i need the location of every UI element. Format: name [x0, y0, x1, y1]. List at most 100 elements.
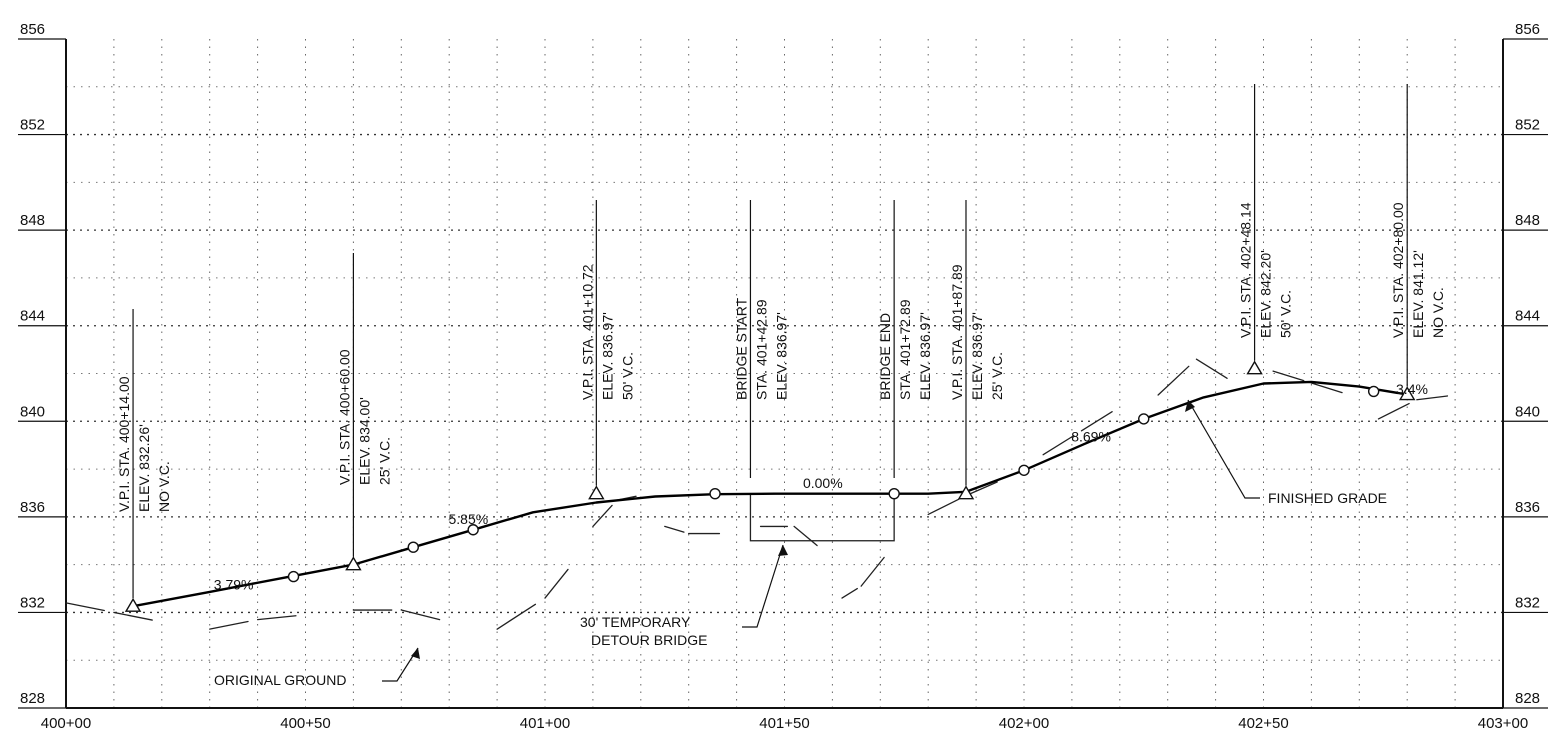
x-tick-label: 401+00 — [520, 715, 570, 732]
original-ground-segment — [860, 556, 885, 587]
vpi-triangle-marker — [124, 597, 142, 612]
finished-grade-arrowhead — [1185, 400, 1195, 412]
original-ground-segment — [592, 504, 613, 528]
vpi-triangle-marker — [957, 485, 975, 500]
curve-point-circle-marker — [1138, 413, 1150, 425]
curve-point-circle-marker — [407, 541, 419, 553]
grade-label: 8.69% — [1071, 429, 1111, 445]
original-ground-segment — [664, 525, 685, 533]
station-label-line: V.P.I. STA. 402+48.14 — [1238, 202, 1254, 338]
station-label-line: V.P.I. STA. 402+80.00 — [1390, 202, 1406, 338]
original-ground-segment — [1377, 402, 1410, 420]
x-tick-label: 403+00 — [1478, 715, 1528, 732]
station-label-line: V.P.I. STA. 401+10.72 — [579, 264, 595, 400]
original-ground-segment — [1042, 434, 1075, 456]
y-tick-label-right: 840 — [1515, 403, 1540, 420]
vpi-triangle-marker — [588, 485, 605, 500]
station-label-line: ELEV. 836.97' — [599, 312, 615, 400]
grade-label: 3.4% — [1396, 381, 1428, 397]
station-label-line: ELEV. 832.26' — [136, 424, 152, 512]
finished-grade-polyline — [132, 380, 1408, 608]
original-ground-segment — [841, 587, 858, 599]
station-label-line: 50' V.C. — [619, 352, 635, 400]
station-label-line: ELEV. 842.20' — [1258, 250, 1274, 338]
original-ground-segment — [1195, 358, 1228, 379]
y-tick-label-right: 856 — [1515, 21, 1540, 38]
station-label-line: NO V.C. — [156, 461, 172, 512]
y-tick-label-left: 840 — [20, 403, 45, 420]
original-ground-segment — [1416, 395, 1449, 401]
y-tick-label-right: 836 — [1515, 499, 1540, 516]
axis-tick-labels: 856 856 852 852 848 848 844 844 840 840 836 836 832 8… — [18, 21, 1548, 732]
original-ground-callout: ORIGINAL GROUND — [214, 672, 347, 688]
original-ground-segment — [256, 615, 297, 621]
original-ground-segment — [927, 498, 960, 516]
station-label-line: STA. 401+42.89 — [753, 299, 769, 400]
station-label-line: V.P.I. STA. 400+60.00 — [336, 349, 352, 485]
original-ground-segment — [793, 525, 818, 547]
station-label-line: 25' V.C. — [989, 352, 1005, 400]
y-tick-label-left: 856 — [20, 21, 45, 38]
station-label-line: BRIDGE START — [733, 297, 749, 400]
original-ground-segment — [113, 611, 153, 621]
y-tick-label-right: 832 — [1515, 594, 1540, 611]
y-tick-label-left: 836 — [20, 499, 45, 516]
y-tick-label-left: 832 — [20, 594, 45, 611]
callout-annotations: FINISHED GRADE ORIGINAL GROUND 30' TEMPO… — [214, 399, 1387, 688]
y-tick-label-right: 848 — [1515, 212, 1540, 229]
original-ground-segment — [496, 603, 537, 630]
station-label-line: ELEV. 836.97' — [773, 312, 789, 400]
finished-grade-leader — [1187, 399, 1260, 499]
station-label-line: ELEV. 836.97' — [969, 312, 985, 400]
x-tick-label: 400+50 — [280, 715, 330, 732]
y-tick-label-left: 848 — [20, 212, 45, 229]
original-ground-arrowhead — [411, 648, 420, 659]
original-ground-segment — [1310, 382, 1343, 394]
curve-point-markers — [124, 360, 1416, 612]
curve-point-circle-marker — [1018, 464, 1030, 476]
station-leader-lines — [132, 84, 1408, 599]
original-ground-segment — [400, 609, 441, 621]
y-tick-label-left: 852 — [20, 117, 45, 134]
original-ground-segment — [209, 620, 249, 630]
detour-bridge-callout-line1: 30' TEMPORARY — [580, 614, 691, 630]
original-ground-line — [65, 358, 1449, 630]
station-label-line: 50' V.C. — [1278, 290, 1294, 338]
curve-point-circle-marker — [287, 570, 300, 583]
station-label-line: V.P.I. STA. 401+87.89 — [949, 264, 965, 400]
curve-point-circle-marker — [888, 487, 900, 500]
x-tick-label: 401+50 — [759, 715, 809, 732]
curve-point-circle-marker — [709, 487, 721, 500]
finished-grade-callout: FINISHED GRADE — [1268, 490, 1387, 506]
grade-label: 0.00% — [803, 475, 843, 491]
y-tick-label-left: 844 — [20, 308, 45, 325]
x-tick-label: 402+50 — [1238, 715, 1288, 732]
station-label-line: NO V.C. — [1430, 287, 1446, 338]
original-ground-segment — [1272, 370, 1305, 382]
y-tick-label-right: 852 — [1515, 117, 1540, 134]
curve-point-circle-marker — [467, 524, 479, 536]
station-label-line: STA. 401+72.89 — [897, 299, 913, 400]
original-ground-segment — [65, 602, 105, 612]
detour-bridge-leader — [742, 544, 784, 628]
original-ground-segment — [1080, 411, 1113, 432]
original-ground-leader — [382, 647, 419, 682]
station-label-line: ELEV. 836.97' — [917, 312, 933, 400]
y-tick-label-left: 828 — [20, 690, 45, 707]
y-tick-label-right: 828 — [1515, 690, 1540, 707]
plot-frame — [65, 39, 1504, 709]
x-tick-label: 400+00 — [41, 715, 91, 732]
station-label-line: 25' V.C. — [376, 437, 392, 485]
vpi-triangle-marker — [345, 556, 362, 571]
station-label-line: ELEV. 834.00' — [356, 397, 372, 485]
y-tick-label-right: 844 — [1515, 308, 1540, 325]
curve-point-circle-marker — [1367, 385, 1380, 398]
station-labels: V.P.I. STA. 400+14.00 ELEV. 832.26' NO V.C… — [116, 202, 1446, 512]
station-label-line: BRIDGE END — [877, 313, 893, 400]
original-ground-segment — [1157, 365, 1190, 396]
finished-grade-line — [132, 380, 1408, 608]
grade-label: 5.85% — [449, 511, 489, 527]
vpi-triangle-marker — [1246, 360, 1263, 375]
